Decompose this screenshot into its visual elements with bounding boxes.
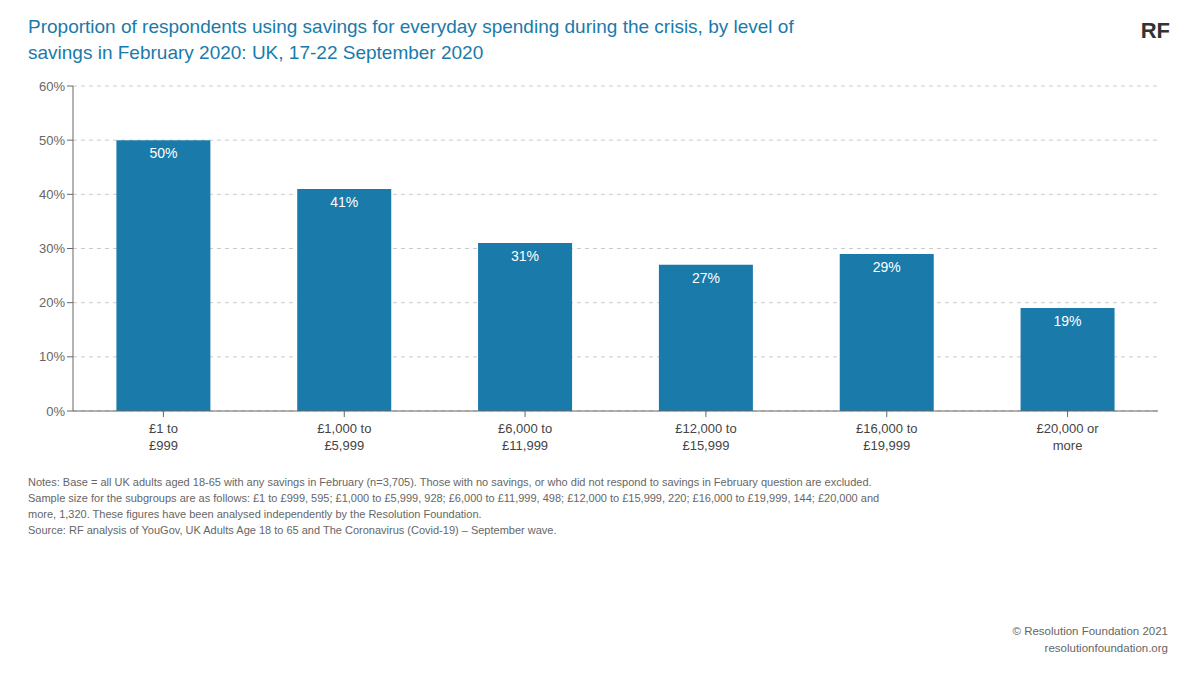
svg-text:50%: 50% <box>39 133 65 148</box>
svg-text:0%: 0% <box>46 404 65 419</box>
svg-text:30%: 30% <box>39 241 65 256</box>
svg-text:60%: 60% <box>39 79 65 94</box>
html-text:more, 1,320. These figures hav: more, 1,320. These figures have been ana… <box>28 508 482 520</box>
svg-text:41%: 41% <box>330 194 358 210</box>
svg-text:£20,000 ormore: £20,000 ormore <box>1036 421 1099 453</box>
html-text:savings in February 2020: UK,: savings in February 2020: UK, 17-22 Sept… <box>28 42 484 63</box>
svg-text:19%: 19% <box>1054 313 1082 329</box>
svg-text:£16,000 to£19,999: £16,000 to£19,999 <box>856 421 917 453</box>
svg-text:10%: 10% <box>39 349 65 364</box>
html-text:© Resolution Foundation 2021: © Resolution Foundation 2021 <box>1012 625 1168 637</box>
html-text:resolutionfoundation.org: resolutionfoundation.org <box>1044 642 1168 654</box>
svg-text:40%: 40% <box>39 187 65 202</box>
svg-text:50%: 50% <box>149 145 177 161</box>
svg-text:£1 to£999: £1 to£999 <box>149 421 178 453</box>
svg-text:29%: 29% <box>873 259 901 275</box>
svg-text:20%: 20% <box>39 295 65 310</box>
svg-text:£6,000 to£11,999: £6,000 to£11,999 <box>498 421 552 453</box>
html-text:Proportion of respondents usin: Proportion of respondents using savings … <box>28 16 794 37</box>
html-text:RF: RF <box>1140 18 1170 43</box>
svg-text:£1,000 to£5,999: £1,000 to£5,999 <box>317 421 371 453</box>
svg-text:27%: 27% <box>692 270 720 286</box>
html-text:Source: RF analysis of YouGov,: Source: RF analysis of YouGov, UK Adults… <box>28 524 557 536</box>
svg-text:£12,000 to£15,999: £12,000 to£15,999 <box>675 421 736 453</box>
html-text:Notes: Base = all UK adults ag: Notes: Base = all UK adults aged 18-65 w… <box>28 476 872 488</box>
svg-text:31%: 31% <box>511 248 539 264</box>
html-text:Sample size for the subgroups: Sample size for the subgroups are as fol… <box>28 492 880 504</box>
